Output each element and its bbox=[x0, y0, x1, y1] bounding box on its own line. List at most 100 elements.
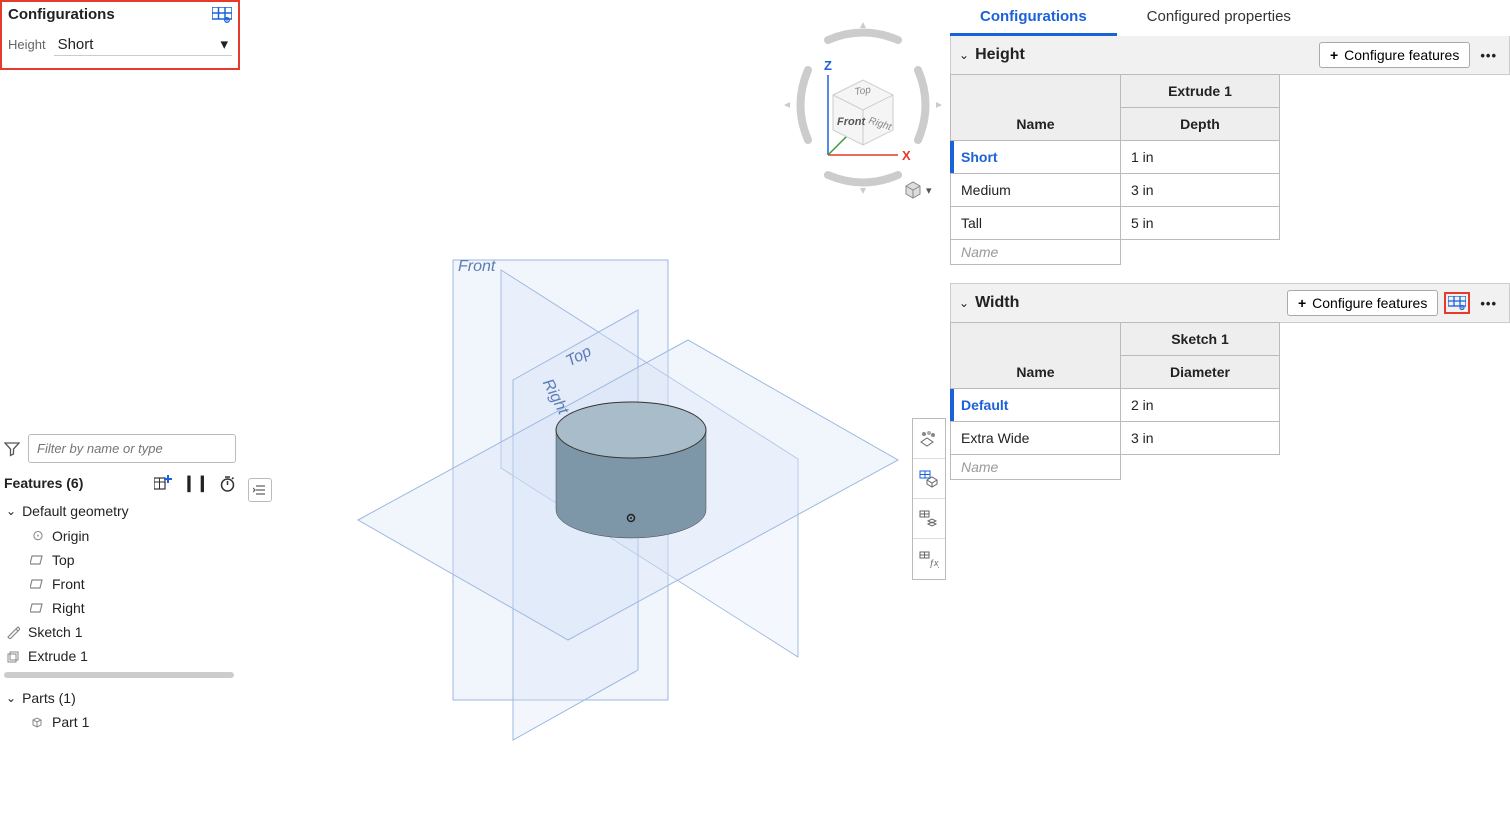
svg-text:Front: Front bbox=[837, 116, 866, 128]
filter-input[interactable] bbox=[28, 434, 236, 463]
configure-features-button[interactable]: + Configure features bbox=[1319, 42, 1470, 68]
tab-configurations[interactable]: Configurations bbox=[950, 0, 1117, 36]
more-icon[interactable]: ••• bbox=[1476, 48, 1501, 63]
filter-icon[interactable] bbox=[4, 441, 20, 457]
viewport-3d[interactable]: Z X Y Top Front Right ▾ bbox=[248, 0, 948, 830]
svg-text:ƒx): ƒx) bbox=[929, 558, 939, 568]
chevron-down-icon[interactable]: ⌄ bbox=[959, 48, 969, 62]
tree-label: Parts (1) bbox=[22, 690, 76, 706]
table-row[interactable]: Short1 in bbox=[951, 141, 1280, 174]
configurations-side-panel: Configurations Configured properties ⌄ H… bbox=[950, 0, 1510, 480]
plane-icon bbox=[30, 553, 46, 567]
table-row[interactable]: Extra Wide3 in bbox=[951, 422, 1280, 455]
features-heading: Features (6) bbox=[4, 475, 83, 491]
part-icon bbox=[30, 715, 46, 729]
plane-icon bbox=[30, 601, 46, 615]
tree-origin[interactable]: ⊙ Origin bbox=[0, 523, 240, 548]
tree-scrollbar[interactable] bbox=[4, 672, 234, 678]
height-section-header: ⌄ Height + Configure features ••• bbox=[950, 36, 1510, 75]
cell-name[interactable]: Tall bbox=[951, 207, 1121, 240]
new-name-input[interactable]: Name bbox=[951, 240, 1121, 265]
plus-icon: + bbox=[1330, 47, 1338, 63]
height-dropdown[interactable]: Short ▾ bbox=[54, 33, 232, 56]
height-dropdown-value: Short bbox=[58, 36, 94, 53]
chevron-down-icon: ⌄ bbox=[6, 691, 16, 705]
extrude-icon bbox=[6, 649, 22, 663]
axis-z-label: Z bbox=[824, 58, 832, 73]
configurations-title: Configurations bbox=[8, 6, 115, 23]
scene-3d: Front Top Right bbox=[308, 230, 908, 790]
add-feature-icon[interactable] bbox=[154, 475, 172, 491]
tree-label: Extrude 1 bbox=[28, 648, 88, 664]
chevron-down-icon: ▾ bbox=[220, 35, 228, 53]
table-header-group: Sketch 1 bbox=[1121, 323, 1280, 356]
tree-sketch1[interactable]: Sketch 1 bbox=[0, 620, 240, 644]
configuration-toolbar: ƒx) bbox=[912, 418, 946, 580]
table-row-new[interactable]: Name bbox=[951, 455, 1280, 480]
tree-label: Part 1 bbox=[52, 714, 89, 730]
cell-value[interactable]: 2 in bbox=[1121, 389, 1280, 422]
plane-label-front: Front bbox=[458, 258, 495, 276]
plus-icon: + bbox=[1298, 295, 1306, 311]
tree-plane-right[interactable]: Right bbox=[0, 596, 240, 620]
tree-label: Default geometry bbox=[22, 503, 129, 519]
multi-config-icon[interactable] bbox=[913, 499, 945, 539]
origin-icon: ⊙ bbox=[30, 527, 46, 544]
plane-icon bbox=[30, 577, 46, 591]
cell-name[interactable]: Medium bbox=[951, 174, 1121, 207]
view-cube[interactable]: Z X Y Top Front Right ▾ bbox=[778, 20, 948, 190]
table-header-group: Extrude 1 bbox=[1121, 75, 1280, 108]
part-config-icon[interactable] bbox=[913, 459, 945, 499]
table-view-icon[interactable] bbox=[212, 7, 232, 23]
tree-plane-top[interactable]: Top bbox=[0, 548, 240, 572]
table-row-new[interactable]: Name bbox=[951, 240, 1280, 265]
svg-text:▾: ▾ bbox=[926, 185, 932, 197]
tree-extrude1[interactable]: Extrude 1 bbox=[0, 644, 240, 668]
chevron-down-icon: ⌄ bbox=[6, 504, 16, 518]
assembly-config-icon[interactable] bbox=[913, 419, 945, 459]
cell-value[interactable]: 3 in bbox=[1121, 174, 1280, 207]
table-header-name: Name bbox=[951, 75, 1121, 141]
table-row[interactable]: Medium3 in bbox=[951, 174, 1280, 207]
tree-label: Front bbox=[52, 576, 85, 592]
configure-features-label: Configure features bbox=[1344, 47, 1459, 63]
config-tabs: Configurations Configured properties bbox=[950, 0, 1510, 36]
table-header-depth: Depth bbox=[1121, 108, 1280, 141]
configure-features-label: Configure features bbox=[1312, 295, 1427, 311]
cell-name[interactable]: Short bbox=[951, 141, 1121, 174]
config-param-label: Height bbox=[8, 37, 46, 52]
tree-label: Top bbox=[52, 552, 75, 568]
height-section-title: Height bbox=[975, 46, 1313, 64]
configure-features-button[interactable]: + Configure features bbox=[1287, 290, 1438, 316]
height-config-table: Name Extrude 1 Depth Short1 in Medium3 i… bbox=[950, 74, 1280, 265]
new-name-input[interactable]: Name bbox=[951, 455, 1121, 480]
width-config-table: Name Sketch 1 Diameter Default2 in Extra… bbox=[950, 322, 1280, 480]
cell-value[interactable]: 5 in bbox=[1121, 207, 1280, 240]
variable-config-icon[interactable]: ƒx) bbox=[913, 539, 945, 579]
axis-x-label: X bbox=[902, 148, 911, 163]
tree-label: Sketch 1 bbox=[28, 624, 82, 640]
chevron-down-icon[interactable]: ⌄ bbox=[959, 296, 969, 310]
tree-part1[interactable]: Part 1 bbox=[0, 710, 240, 734]
cell-name[interactable]: Extra Wide bbox=[951, 422, 1121, 455]
table-header-name: Name bbox=[951, 323, 1121, 389]
table-row[interactable]: Tall5 in bbox=[951, 207, 1280, 240]
cell-name[interactable]: Default bbox=[951, 389, 1121, 422]
tree-default-geometry[interactable]: ⌄ Default geometry bbox=[0, 499, 240, 523]
tab-configured-properties[interactable]: Configured properties bbox=[1117, 0, 1321, 36]
table-view-icon[interactable] bbox=[1444, 292, 1470, 314]
tree-label: Right bbox=[52, 600, 85, 616]
tree-plane-front[interactable]: Front bbox=[0, 572, 240, 596]
pause-icon[interactable]: ❙❙ bbox=[182, 473, 209, 493]
more-icon[interactable]: ••• bbox=[1476, 296, 1501, 311]
tree-parts-heading[interactable]: ⌄ Parts (1) bbox=[0, 686, 240, 710]
tree-label: Origin bbox=[52, 528, 89, 544]
table-header-diameter: Diameter bbox=[1121, 356, 1280, 389]
width-section-title: Width bbox=[975, 294, 1281, 312]
cell-value[interactable]: 1 in bbox=[1121, 141, 1280, 174]
cell-value[interactable]: 3 in bbox=[1121, 422, 1280, 455]
table-row[interactable]: Default2 in bbox=[951, 389, 1280, 422]
sketch-icon bbox=[6, 625, 22, 639]
stopwatch-icon[interactable] bbox=[219, 475, 236, 492]
configurations-panel: Configurations Height Short ▾ bbox=[0, 0, 240, 70]
